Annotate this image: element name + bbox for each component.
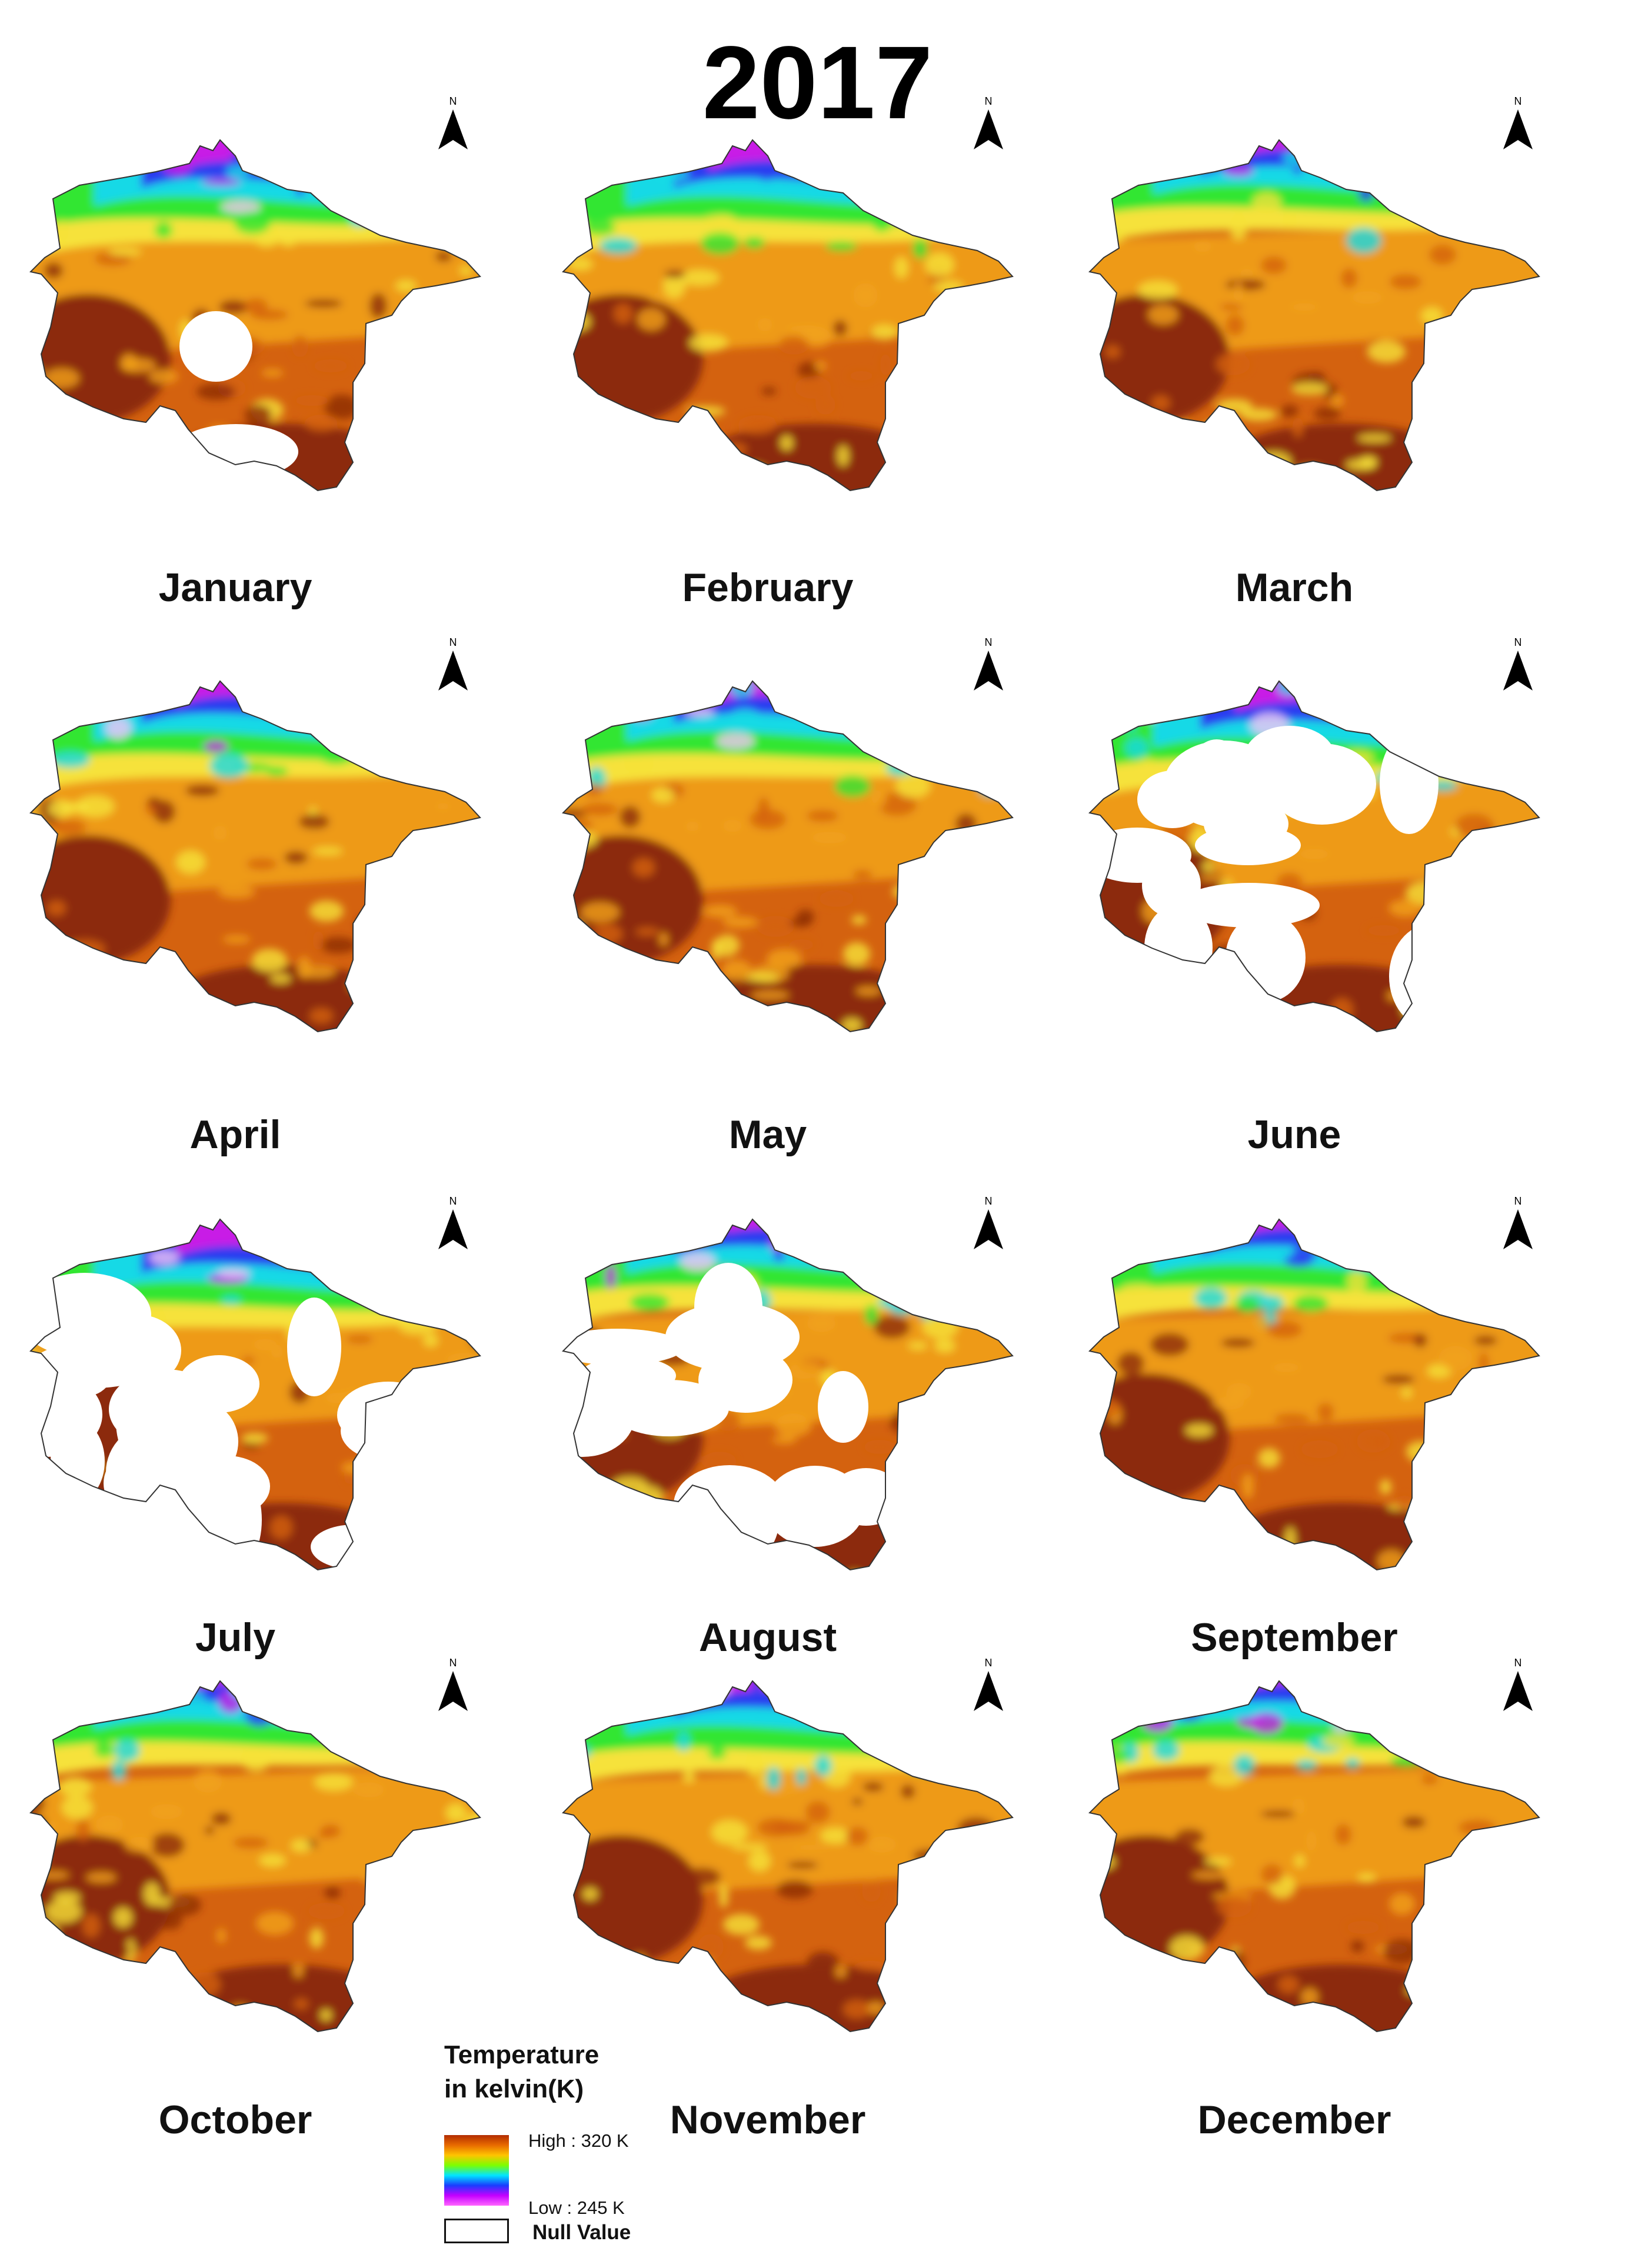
month-label: May xyxy=(728,1112,807,1157)
svg-text:N: N xyxy=(1514,1657,1522,1669)
map-panel-february xyxy=(556,135,1027,523)
figure-title: 2017 xyxy=(702,25,933,141)
month-label: December xyxy=(1197,2097,1391,2142)
legend-null-label: Null Value xyxy=(532,2221,631,2244)
map-panel-november xyxy=(556,1676,1027,2064)
svg-text:N: N xyxy=(449,636,457,648)
month-label: October xyxy=(158,2097,312,2142)
map-panel-march xyxy=(1083,135,1553,523)
map-panel-april xyxy=(24,676,494,1065)
north-arrow-icon: N xyxy=(432,635,474,694)
svg-text:N: N xyxy=(449,1195,457,1207)
north-arrow-icon: N xyxy=(968,94,1009,153)
legend-title-line1: Temperature xyxy=(444,2040,600,2069)
north-arrow-icon: N xyxy=(968,1194,1009,1253)
north-arrow-icon: N xyxy=(432,1194,474,1253)
month-label: June xyxy=(1247,1112,1341,1157)
svg-text:N: N xyxy=(985,95,993,107)
map-panel-july xyxy=(24,1215,494,1603)
legend-null-swatch xyxy=(444,2219,509,2243)
month-label: April xyxy=(189,1112,281,1157)
north-arrow-icon: N xyxy=(432,94,474,153)
month-label: July xyxy=(195,1615,276,1660)
month-label: November xyxy=(670,2097,866,2142)
map-panel-december xyxy=(1083,1676,1553,2064)
north-arrow-icon: N xyxy=(1497,635,1539,694)
north-arrow-icon: N xyxy=(1497,1656,1539,1715)
legend-title: Temperature in kelvin(K) xyxy=(444,2038,599,2106)
legend-low-label: Low : 245 K xyxy=(528,2197,625,2218)
north-arrow-icon: N xyxy=(432,1656,474,1715)
svg-text:N: N xyxy=(449,1657,457,1669)
svg-text:N: N xyxy=(985,1657,993,1669)
north-arrow-icon: N xyxy=(968,635,1009,694)
legend-title-line2: in kelvin(K) xyxy=(444,2074,584,2103)
month-label: January xyxy=(158,565,312,610)
map-panel-august xyxy=(556,1215,1027,1603)
map-panel-september xyxy=(1083,1215,1553,1603)
svg-text:N: N xyxy=(985,636,993,648)
north-arrow-icon: N xyxy=(968,1656,1009,1715)
legend-color-ramp xyxy=(444,2135,509,2206)
month-label: March xyxy=(1235,565,1354,610)
svg-text:N: N xyxy=(1514,95,1522,107)
svg-text:N: N xyxy=(985,1195,993,1207)
svg-text:N: N xyxy=(449,95,457,107)
month-label: September xyxy=(1191,1615,1398,1660)
svg-text:N: N xyxy=(1514,636,1522,648)
map-panel-october xyxy=(24,1676,494,2064)
map-panel-june xyxy=(1083,676,1553,1065)
month-label: February xyxy=(682,565,854,610)
map-panel-may xyxy=(556,676,1027,1065)
north-arrow-icon: N xyxy=(1497,94,1539,153)
legend-high-label: High : 320 K xyxy=(528,2130,629,2151)
svg-text:N: N xyxy=(1514,1195,1522,1207)
map-panel-january xyxy=(24,135,494,523)
north-arrow-icon: N xyxy=(1497,1194,1539,1253)
month-label: August xyxy=(698,1615,837,1660)
